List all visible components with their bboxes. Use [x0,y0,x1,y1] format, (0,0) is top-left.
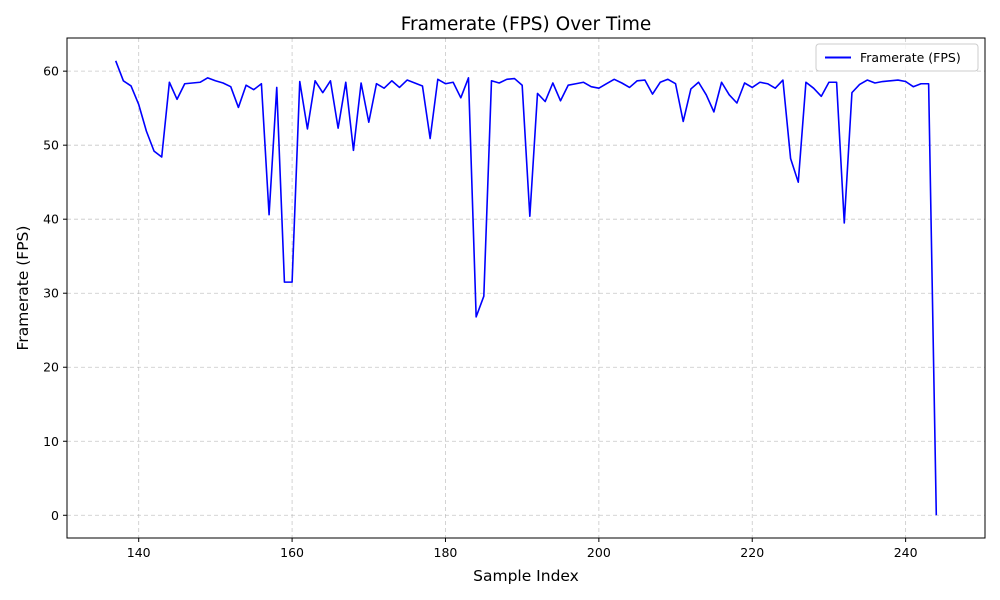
x-tick-label: 180 [434,545,458,560]
plot-frame [66,37,986,539]
tick-layer: 140 160 180 200 220 240 0 10 20 30 40 50 60 [43,64,918,560]
x-axis-title: Sample Index [473,567,579,585]
legend-label-framerate: Framerate (FPS) [860,50,961,65]
y-tick-label: 30 [43,286,59,301]
legend-box [815,43,979,72]
x-tick-label: 200 [587,545,611,560]
legend: Framerate (FPS) [815,43,979,72]
series-layer [114,60,938,516]
y-tick-label: 50 [43,138,59,153]
y-tick-label: 40 [43,212,59,227]
x-tick-label: 220 [740,545,764,560]
x-tick-label: 160 [280,545,304,560]
series-line-framerate [114,60,938,516]
y-tick-label: 0 [51,508,59,523]
plot-area [67,38,985,538]
y-tick-label: 10 [43,434,59,449]
x-tick-label: 240 [894,545,918,560]
y-tick-label: 20 [43,360,59,375]
y-axis-title: Framerate (FPS) [14,226,32,351]
y-tick-label: 60 [43,64,59,79]
x-tick-label: 140 [127,545,151,560]
chart-title: Framerate (FPS) Over Time [401,14,652,35]
